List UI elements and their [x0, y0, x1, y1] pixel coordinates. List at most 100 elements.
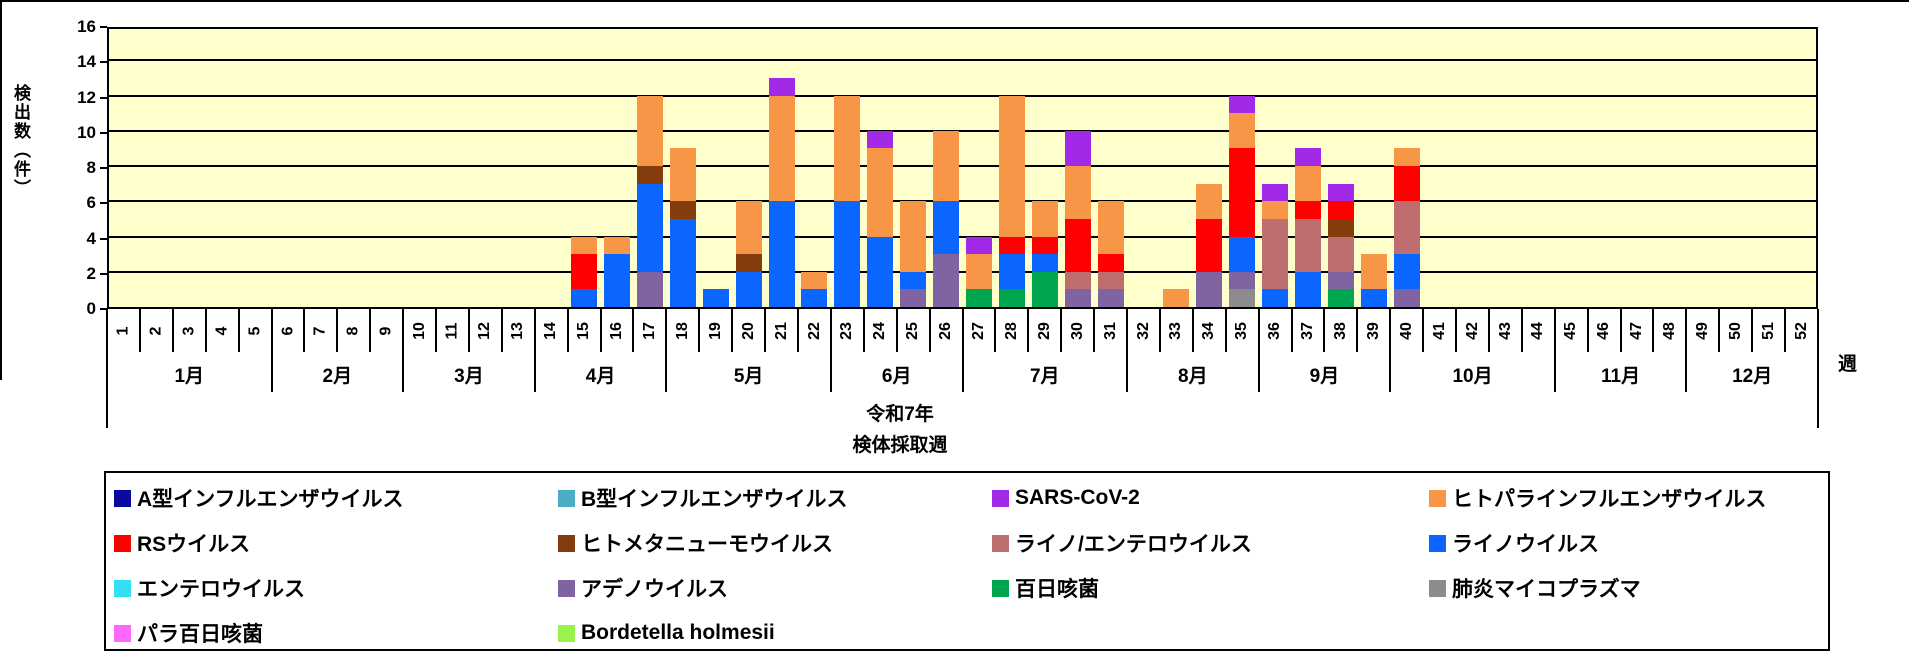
bar-segment [834, 95, 861, 202]
stacked-bar-week-17 [636, 95, 663, 307]
bar-segment [768, 95, 795, 202]
stacked-bar-week-40 [1393, 148, 1420, 307]
y-tick-label: 8 [86, 158, 96, 177]
month-label: 5月 [733, 365, 764, 387]
month-label: 2月 [322, 365, 353, 387]
bar-segment [1294, 271, 1321, 307]
bar-segment [998, 236, 1025, 255]
legend-swatch [1429, 534, 1446, 552]
y-tick-label: 2 [86, 263, 96, 283]
bar-segment [1064, 130, 1091, 166]
week-separator [1290, 309, 1293, 352]
bar-segment [933, 130, 960, 202]
stacked-bar-week-23 [834, 95, 861, 307]
y-tick-mark [100, 26, 107, 28]
month-label: 12月 [1732, 365, 1773, 387]
stacked-bar-week-15 [571, 236, 598, 307]
bar-segment [1229, 289, 1256, 307]
gridline [109, 94, 1816, 97]
bar-segment [867, 130, 894, 149]
stacked-bar-week-21 [768, 77, 795, 307]
bar-segment [1294, 201, 1321, 219]
bar-segment [1229, 148, 1256, 237]
gridline [109, 165, 1816, 167]
month-separator [1126, 309, 1129, 392]
y-tick-mark [100, 131, 107, 134]
week-separator [599, 309, 602, 352]
legend-label: ヒトパラインフルエンザウイルス [1452, 488, 1767, 511]
bar-segment [669, 148, 696, 202]
bar-segment [1262, 218, 1289, 290]
y-tick-label: 6 [86, 193, 96, 213]
gridline [109, 270, 1816, 273]
legend-label: パラ百日咳菌 [137, 623, 263, 646]
week-separator [369, 309, 372, 352]
bar-segment [735, 201, 762, 255]
bar-segment [1294, 218, 1321, 272]
bar-segment [702, 289, 729, 307]
legend-label: エンテロウイルス [137, 578, 305, 601]
legend-label: 百日咳菌 [1015, 578, 1099, 601]
stacked-bar-week-30 [1064, 130, 1091, 307]
bar-segment [965, 289, 992, 307]
bar-segment [933, 201, 960, 255]
stacked-bar-week-24 [867, 130, 894, 307]
gridline [109, 235, 1816, 238]
legend-item: 百日咳菌 [992, 573, 1099, 603]
legend-swatch [558, 489, 575, 507]
week-separator [928, 309, 931, 352]
bar-segment [768, 201, 795, 307]
month-label: 10月 [1452, 365, 1493, 387]
y-tick-mark [100, 61, 107, 64]
stacked-bar-week-39 [1360, 254, 1387, 307]
y-tick-label: 4 [86, 228, 96, 248]
week-separator [764, 309, 767, 352]
week-separator [1586, 309, 1589, 352]
week-separator [303, 309, 306, 352]
stacked-bar-week-22 [801, 271, 828, 307]
month-separator [1685, 309, 1688, 392]
stacked-bar-week-38 [1327, 183, 1354, 307]
stacked-bar-week-33 [1163, 289, 1190, 307]
bar-segment [1031, 254, 1058, 272]
legend-label: ライノ/エンテロウイルス [1015, 533, 1252, 556]
bar-segment [1097, 289, 1124, 307]
month-axis: 1月 2月 3月 4月 5月 6月 7月 8月 9月 10月 11月 12月 [106, 309, 1819, 392]
bar-segment [1393, 201, 1420, 255]
y-tick-label: 12 [77, 87, 96, 107]
week-separator [467, 309, 470, 352]
gridline [109, 200, 1816, 203]
legend-item: B型インフルエンザウイルス [558, 483, 848, 513]
bar-segment [735, 254, 762, 272]
legend-item: パラ百日咳菌 [114, 618, 263, 648]
week-separator [1323, 309, 1326, 352]
week-separator [1060, 309, 1063, 352]
month-label: 8月 [1178, 365, 1208, 387]
bar-segment [1196, 218, 1223, 272]
month-label: 9月 [1309, 365, 1340, 387]
week-separator [1027, 309, 1030, 352]
legend-item: Bordetella holmesii [558, 618, 775, 648]
legend-swatch [114, 624, 131, 642]
bar-segment [1229, 113, 1256, 149]
week-separator [1751, 309, 1754, 352]
bar-segment [1327, 271, 1354, 290]
stacked-bar-week-18 [669, 148, 696, 307]
axis-edge-line [1817, 309, 1819, 428]
bar-segment [998, 95, 1025, 237]
y-tick-label: 10 [77, 122, 96, 142]
week-separator [994, 309, 997, 352]
week-separator [435, 309, 438, 352]
week-separator [1356, 309, 1359, 352]
legend-swatch [992, 489, 1009, 507]
week-separator [895, 309, 898, 352]
legend-item: ライノウイルス [1429, 528, 1599, 558]
week-separator [1455, 309, 1458, 352]
bar-segment [1097, 254, 1124, 272]
week-separator [237, 309, 240, 352]
stacked-bar-week-37 [1294, 148, 1321, 307]
legend-label: ヒトメタニューモウイルス [581, 533, 833, 556]
y-axis-title: 検出数（件） [11, 84, 30, 198]
stacked-bar-week-36 [1262, 183, 1289, 307]
month-label: 3月 [454, 365, 484, 387]
